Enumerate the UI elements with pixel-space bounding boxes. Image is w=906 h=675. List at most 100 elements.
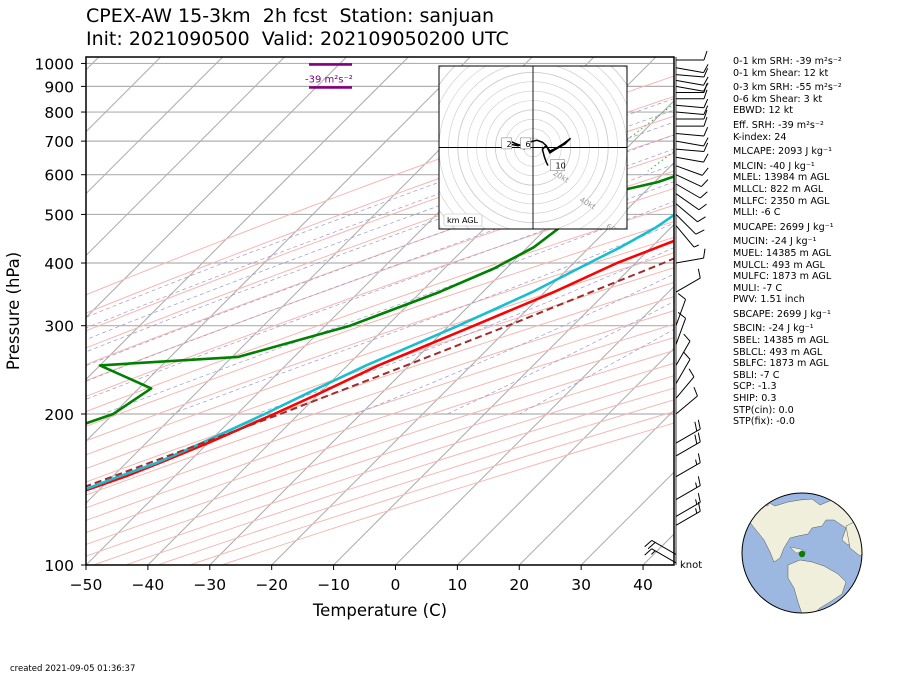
isotherm-line	[456, 347, 674, 565]
wind-barb	[676, 83, 708, 93]
globe-hudson-bay	[757, 498, 771, 507]
x-tick-label: 40	[633, 576, 653, 594]
wind-barb	[644, 539, 677, 555]
hodograph-height-label: 6	[525, 140, 530, 149]
wind-barb	[675, 165, 709, 176]
hodograph-ring-label: 60kt	[605, 222, 624, 238]
wind-barb	[675, 153, 709, 163]
stat-line: MULI: -7 C	[733, 282, 783, 294]
hodograph-legend-box	[443, 213, 483, 227]
y-tick-label: 500	[44, 206, 74, 224]
stat-line: STP(cin): 0.0	[733, 404, 794, 416]
stat-line: MUCIN: -24 J kg⁻¹	[733, 236, 817, 248]
wind-barb	[676, 50, 708, 61]
wind-barb	[675, 351, 691, 384]
hodograph-frame	[438, 65, 628, 230]
isotherm-line	[86, 57, 285, 257]
wind-barb	[675, 193, 707, 211]
wind-barb	[676, 89, 708, 100]
wind-barb	[675, 183, 708, 199]
stat-line: MUEL: 14385 m AGL	[733, 247, 832, 259]
created-timestamp: created 2021-09-05 01:36:37	[10, 664, 136, 674]
hodograph-legend: km AGL	[447, 216, 479, 225]
wind-barb	[675, 453, 701, 478]
isotherm-line	[209, 100, 674, 565]
stat-line: MLCAPE: 2093 J kg⁻¹	[733, 146, 832, 158]
wind-barb	[675, 64, 709, 74]
stat-line: STP(fix): -0.0	[733, 416, 795, 428]
moist-adiabat-line	[171, 222, 674, 415]
isotherm-line	[86, 57, 224, 195]
stat-line: Eff. SRH: -39 m²s⁻²	[733, 119, 824, 131]
hodograph-height-box	[520, 137, 531, 150]
x-tick-label: 0	[391, 576, 401, 594]
y-tick-label: 700	[44, 133, 74, 151]
stat-line: MLLFC: 2350 m AGL	[733, 195, 830, 207]
stat-line: MUCAPE: 2699 J kg⁻¹	[733, 221, 834, 233]
mixing-ratio-line	[872, 57, 906, 171]
locator-globe	[741, 492, 863, 614]
wind-barb	[675, 311, 687, 345]
dry-adiabat-line	[86, 296, 674, 496]
stat-line: SBLFC: 1873 m AGL	[733, 358, 829, 370]
dry-adiabat-line	[86, 95, 674, 314]
y-tick-label: 600	[44, 167, 74, 185]
moist-adiabat-line	[86, 109, 674, 329]
dry-adiabat-line	[86, 350, 674, 545]
wind-barb	[675, 248, 706, 264]
x-tick-label: −40	[132, 576, 165, 594]
mixing-ratio-line	[893, 57, 906, 171]
x-tick-label: −20	[255, 576, 288, 594]
moist-adiabat-line	[86, 164, 674, 382]
stat-line: SBLCL: 493 m AGL	[733, 346, 823, 358]
hodograph-height-label: 2	[507, 140, 512, 149]
wind-barb	[675, 493, 701, 517]
wind-barb	[676, 109, 708, 120]
wind-barb	[675, 501, 701, 526]
x-tick-label: 10	[448, 576, 468, 594]
y-tick-label: 400	[44, 255, 74, 273]
srh-bar-label: -39 m²s⁻²	[305, 74, 353, 85]
chart-title-line2: Init: 2021090500 Valid: 202109050200 UTC	[86, 28, 509, 50]
stat-line: 0-1 km Shear: 12 kt	[733, 67, 829, 79]
x-tick-label: −30	[193, 576, 226, 594]
wind-barb	[675, 432, 701, 457]
stat-line: 0-1 km SRH: -39 m²s⁻²	[733, 56, 842, 67]
y-tick-label: 200	[44, 406, 74, 424]
stat-line: SHIP: 0.3	[733, 393, 777, 405]
dry-adiabat-line	[86, 236, 674, 442]
x-axis-label: Temperature (C)	[312, 601, 447, 620]
stat-line: SBLI: -7 C	[733, 369, 780, 381]
stat-line: SCP: -1.3	[733, 381, 777, 393]
stat-line: MLEL: 13984 m AGL	[733, 172, 830, 184]
stat-line: SBCIN: -24 J kg⁻¹	[733, 323, 814, 335]
wind-barb	[675, 333, 691, 366]
stat-line: EBWD: 12 kt	[733, 105, 794, 117]
hodograph-height-box	[550, 159, 565, 171]
isotherm-line	[86, 57, 409, 381]
x-tick-label: −10	[317, 576, 350, 594]
hodograph-height-box	[501, 137, 512, 150]
wind-barb	[675, 174, 709, 187]
globe-land	[742, 493, 862, 613]
x-tick-label: −50	[70, 576, 103, 594]
wind-barb	[676, 116, 708, 127]
x-tick-label: 20	[509, 576, 529, 594]
x-tick-label: 30	[571, 576, 591, 594]
wind-barb	[675, 68, 709, 78]
temperature-profile-line	[86, 239, 674, 492]
globe-outline	[741, 492, 863, 614]
stat-line: K-index: 24	[733, 131, 787, 143]
wind-barb	[675, 476, 701, 501]
wind-barb	[675, 293, 687, 326]
y-tick-label: 300	[44, 318, 74, 336]
stat-line: MLCIN: -40 J kg⁻¹	[733, 160, 815, 172]
parcel-profile-line	[86, 257, 674, 488]
dry-adiabat-line	[86, 220, 674, 427]
hodograph-trace	[506, 137, 572, 166]
dry-adiabat-line	[86, 323, 674, 521]
wind-barb	[675, 225, 699, 248]
stat-line: SBEL: 14385 m AGL	[733, 335, 829, 347]
